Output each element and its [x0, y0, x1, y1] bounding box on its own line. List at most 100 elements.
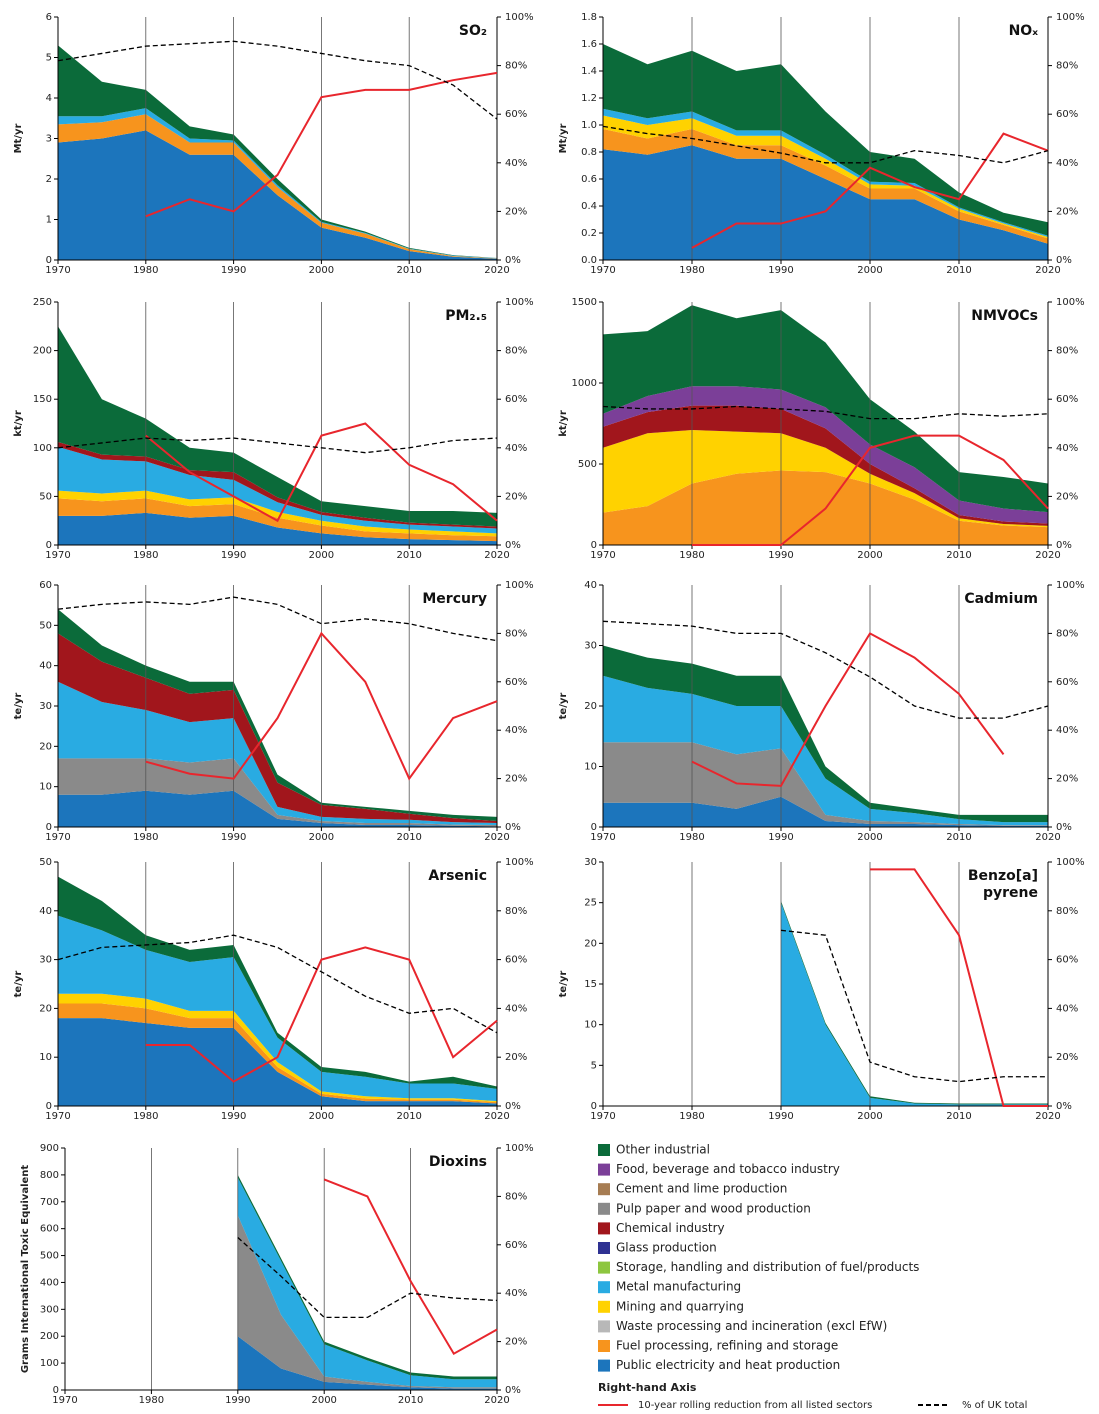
area: [603, 305, 1048, 513]
x-tick-label: 1990: [221, 832, 246, 843]
y-tick-label: 200: [33, 346, 52, 357]
line: [691, 632, 1005, 787]
panel: 1970 1980 1990 2000 2010 2020 0 100 200 300 400 500…: [20, 1143, 534, 1406]
title-box: NOₓ: [1008, 23, 1038, 39]
area: [603, 115, 1048, 239]
y2-tick-label: 0%: [505, 1385, 521, 1396]
y-axis-label: te/yr: [13, 693, 24, 720]
y-tick-label: 5: [591, 1060, 597, 1071]
x-tick-label: 1970: [590, 265, 615, 276]
legend: Other industrial Food, beverage and tobac…: [598, 1143, 1027, 1411]
chart-title: Dioxins: [428, 1154, 487, 1170]
y-tick-label: 10: [39, 782, 52, 793]
y2-tick-label: 0%: [505, 255, 521, 266]
chart-title: Cadmium: [964, 591, 1038, 607]
area: [237, 1174, 498, 1380]
y-tick-label: 0.4: [581, 201, 597, 212]
y2-tick-label: 80%: [1056, 61, 1078, 72]
y2-tick-label: 60%: [505, 109, 527, 120]
title-box: Benzo[a] pyrene: [968, 868, 1038, 901]
y-tick-label: 10: [584, 1020, 597, 1031]
area: [58, 114, 497, 259]
x-tick-label: 1980: [133, 1111, 158, 1122]
x-tick-label: 1980: [679, 265, 704, 276]
chart-title: NOₓ: [1008, 23, 1038, 39]
line: [870, 868, 1048, 1107]
y-tick-label: 20: [39, 1003, 52, 1014]
area: [603, 129, 1048, 244]
y2-tick-label: 100%: [505, 12, 534, 23]
x-tick-label: 1970: [45, 265, 70, 276]
y2-tick-label: 80%: [1056, 906, 1078, 917]
x-tick-label: 2020: [484, 1111, 509, 1122]
x-tick-label: 2020: [484, 832, 509, 843]
line: [57, 596, 498, 642]
area: [58, 609, 497, 821]
area: [58, 1003, 497, 1104]
y2-tick-label: 20%: [505, 774, 527, 785]
y2-tick-label: 100%: [1056, 580, 1085, 591]
y2-tick-label: 20%: [1056, 491, 1078, 502]
y-tick-label: 6: [46, 12, 52, 23]
x-tick-label: 2020: [484, 1395, 509, 1406]
line: [323, 1178, 498, 1356]
chart-title: Arsenic: [428, 868, 487, 884]
y2-tick-label: 80%: [505, 628, 527, 639]
title-box: NMVOCs: [971, 308, 1038, 324]
y-tick-label: 10: [584, 762, 597, 773]
y2-tick-label: 20%: [505, 491, 527, 502]
area: [58, 446, 497, 534]
area: [603, 386, 1048, 524]
legend-label: Pulp paper and wood production: [616, 1201, 811, 1215]
legend-label: Chemical industry: [616, 1221, 725, 1235]
x-tick-label: 1980: [133, 265, 158, 276]
y-tick-label: 20: [584, 938, 597, 949]
legend-swatch: [598, 1359, 610, 1372]
area: [603, 145, 1048, 260]
x-tick-label: 2000: [857, 1111, 882, 1122]
x-tick-label: 1970: [590, 1111, 615, 1122]
x-tick-label: 1990: [768, 265, 793, 276]
y2-tick-label: 80%: [505, 906, 527, 917]
y-axis-label: kt/yr: [558, 410, 569, 437]
y-tick-label: 50: [39, 857, 52, 868]
x-tick-label: 2000: [309, 832, 334, 843]
y2-tick-label: 100%: [505, 1143, 534, 1154]
y-tick-label: 200: [40, 1331, 59, 1342]
y-tick-label: 1500: [572, 297, 597, 308]
chart-title: SO₂: [458, 23, 487, 39]
y-tick-label: 1.4: [581, 66, 597, 77]
panel: 1970 1980 1990 2000 2010 2020 0.0 0.2 0.4 0.6 0.8 1…: [558, 12, 1085, 276]
line: [691, 132, 1049, 249]
x-tick-label: 1970: [590, 832, 615, 843]
y-tick-label: 2: [46, 174, 52, 185]
x-tick-label: 2010: [946, 1111, 971, 1122]
y-tick-label: 1.2: [581, 93, 597, 104]
area: [58, 441, 497, 529]
x-tick-label: 1970: [45, 1111, 70, 1122]
y2-tick-label: 60%: [1056, 109, 1078, 120]
y-tick-label: 0: [53, 1385, 59, 1396]
line: [692, 434, 1049, 546]
legend-swatch: [598, 1320, 610, 1333]
area: [58, 512, 497, 545]
y-tick-label: 500: [578, 459, 597, 470]
y-tick-label: 10: [39, 1052, 52, 1063]
y-tick-label: 900: [40, 1143, 59, 1154]
legend-swatch: [598, 1202, 610, 1215]
y2-tick-label: 60%: [505, 677, 527, 688]
x-tick-label: 2020: [1035, 265, 1060, 276]
legend-swatch: [598, 1281, 610, 1294]
legend-swatch: [598, 1300, 610, 1313]
y2-tick-label: 80%: [505, 1191, 527, 1202]
x-tick-label: 1980: [679, 832, 704, 843]
line: [57, 437, 498, 454]
legend-label: Storage, handling and distribution of fu…: [616, 1260, 919, 1274]
y-tick-label: 50: [39, 491, 52, 502]
y2-tick-label: 60%: [505, 394, 527, 405]
y-axis-label: kt/yr: [13, 410, 24, 437]
x-tick-label: 2020: [1035, 832, 1060, 843]
title-box: Cadmium: [964, 591, 1038, 607]
legend-label: Mining and quarrying: [616, 1299, 744, 1313]
